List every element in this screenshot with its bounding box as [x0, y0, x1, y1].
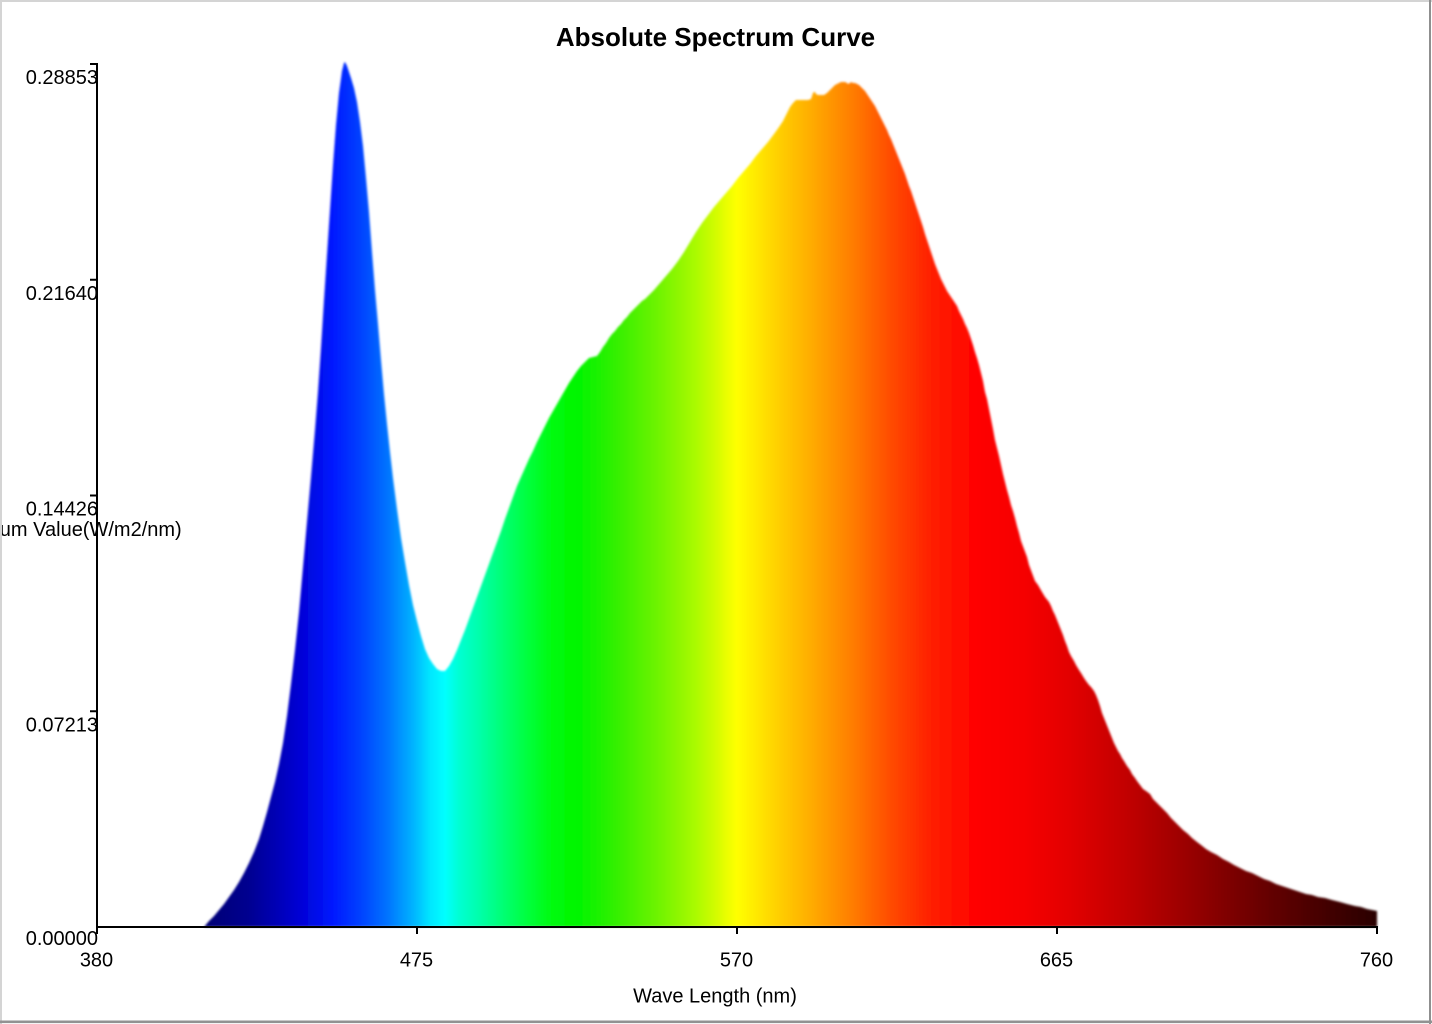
svg-text:380: 380: [80, 950, 113, 972]
svg-text:0.14426: 0.14426: [26, 499, 98, 521]
svg-text:475: 475: [400, 950, 433, 972]
svg-text:0.21640: 0.21640: [26, 283, 98, 305]
svg-text:0.00000: 0.00000: [26, 928, 98, 950]
svg-text:665: 665: [1040, 950, 1073, 972]
svg-text:570: 570: [720, 950, 753, 972]
svg-text:760: 760: [1360, 950, 1393, 972]
svg-text:Wave Length (nm): Wave Length (nm): [633, 986, 797, 1008]
svg-text:Absolute Spectrum Curve: Absolute Spectrum Curve: [556, 22, 875, 52]
svg-text:0.07213: 0.07213: [26, 714, 98, 736]
svg-text:Spectrum Value(W/m2/nm): Spectrum Value(W/m2/nm): [0, 519, 182, 541]
svg-text:0.28853: 0.28853: [26, 67, 98, 89]
